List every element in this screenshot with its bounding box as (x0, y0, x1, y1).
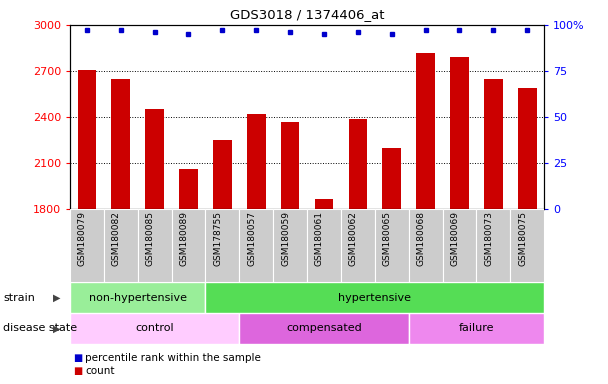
Bar (240, 313, 409, 344)
Text: strain: strain (3, 293, 35, 303)
Text: GSM180075: GSM180075 (518, 212, 527, 266)
Text: non-hypertensive: non-hypertensive (89, 293, 187, 303)
Text: count: count (85, 366, 115, 376)
Bar (70, 282, 206, 313)
Text: ■: ■ (73, 366, 82, 376)
Text: disease state: disease state (3, 323, 77, 333)
Bar (179, 169, 198, 209)
Bar (409, 313, 544, 344)
Text: ■: ■ (73, 353, 82, 363)
Text: GSM180069: GSM180069 (451, 212, 460, 266)
Text: failure: failure (458, 323, 494, 333)
Bar (145, 109, 164, 209)
Text: GSM180059: GSM180059 (281, 212, 290, 266)
Bar (382, 148, 401, 209)
Bar (206, 209, 240, 282)
Bar (78, 70, 96, 209)
Bar (273, 209, 307, 282)
Bar (240, 209, 273, 282)
Bar (341, 209, 375, 282)
Bar (281, 122, 299, 209)
Bar (315, 199, 333, 209)
Text: GSM180079: GSM180079 (78, 212, 87, 266)
Text: GSM180065: GSM180065 (382, 212, 392, 266)
Text: GDS3018 / 1374406_at: GDS3018 / 1374406_at (230, 8, 384, 21)
Bar (307, 209, 341, 282)
Bar (171, 209, 206, 282)
Text: GSM180061: GSM180061 (315, 212, 324, 266)
Text: control: control (136, 323, 174, 333)
Bar (348, 119, 367, 209)
Bar (477, 209, 510, 282)
Bar (416, 53, 435, 209)
Bar (213, 140, 232, 209)
Bar (443, 209, 477, 282)
Text: compensated: compensated (286, 323, 362, 333)
Bar (137, 209, 171, 282)
Text: percentile rank within the sample: percentile rank within the sample (85, 353, 261, 363)
Text: hypertensive: hypertensive (338, 293, 411, 303)
Bar (104, 209, 137, 282)
Bar (111, 79, 130, 209)
Bar (409, 209, 443, 282)
Text: GSM180057: GSM180057 (247, 212, 256, 266)
Bar (70, 313, 240, 344)
Text: GSM180073: GSM180073 (485, 212, 493, 266)
Bar (510, 209, 544, 282)
Bar (206, 282, 544, 313)
Bar (518, 88, 536, 209)
Text: GSM180089: GSM180089 (179, 212, 188, 266)
Text: GSM180062: GSM180062 (349, 212, 358, 266)
Bar (247, 114, 266, 209)
Bar (450, 57, 469, 209)
Bar (375, 209, 409, 282)
Text: GSM180068: GSM180068 (416, 212, 426, 266)
Bar (484, 79, 503, 209)
Text: GSM180085: GSM180085 (145, 212, 154, 266)
Text: GSM178755: GSM178755 (213, 212, 223, 266)
Bar (70, 209, 104, 282)
Text: GSM180082: GSM180082 (112, 212, 121, 266)
Text: ▶: ▶ (53, 293, 60, 303)
Text: ▶: ▶ (53, 323, 60, 333)
